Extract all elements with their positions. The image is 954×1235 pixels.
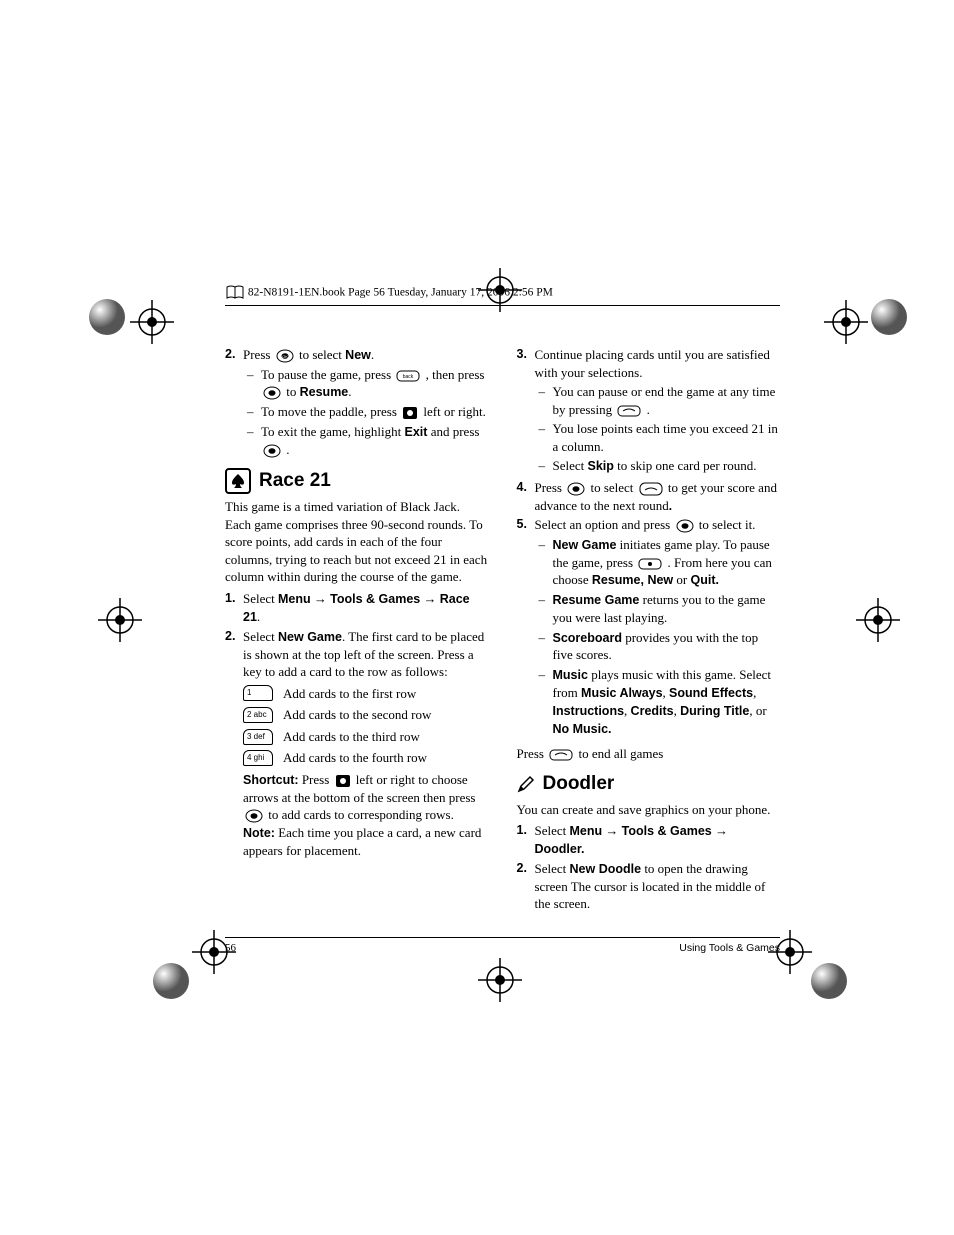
svg-text:back: back bbox=[403, 374, 414, 380]
key-4-icon: 4 ghi bbox=[243, 750, 273, 766]
back-key-icon: back bbox=[396, 370, 420, 382]
left-column: 2. Press OK to select New. – To pause th… bbox=[225, 346, 489, 915]
crop-mark-bot-mid bbox=[478, 958, 522, 1002]
doodler-intro: You can create and save graphics on your… bbox=[517, 801, 781, 819]
send-key-icon bbox=[639, 482, 663, 496]
soft-key-icon bbox=[638, 558, 662, 570]
page-number: 56 bbox=[225, 942, 236, 954]
step-number: 4. bbox=[517, 479, 535, 514]
section-label: Using Tools & Games bbox=[679, 942, 780, 954]
ok-nav-icon bbox=[263, 444, 281, 458]
spade-icon bbox=[225, 468, 251, 494]
race-description: This game is a timed variation of Black … bbox=[225, 498, 489, 586]
note-text: Note: Each time you place a card, a new … bbox=[243, 824, 489, 859]
step-number: 3. bbox=[517, 346, 535, 477]
sphere-top-left bbox=[88, 298, 126, 336]
page-footer: 56 Using Tools & Games bbox=[225, 937, 780, 954]
sphere-bot-right bbox=[810, 962, 848, 1000]
crop-mark-top-left bbox=[130, 300, 174, 344]
book-icon bbox=[225, 285, 245, 301]
header-text: 82-N8191-1EN.book Page 56 Tuesday, Janua… bbox=[248, 287, 553, 299]
key-1-icon: 1 bbox=[243, 685, 273, 701]
right-column: 3. Continue placing cards until you are … bbox=[517, 346, 781, 915]
page-content: 82-N8191-1EN.book Page 56 Tuesday, Janua… bbox=[225, 285, 780, 954]
pencil-icon bbox=[517, 775, 535, 793]
svg-text:OK: OK bbox=[282, 354, 288, 359]
ok-nav-icon: OK bbox=[276, 349, 294, 363]
step-number: 1. bbox=[517, 822, 535, 858]
crop-mark-mid-left bbox=[98, 598, 142, 642]
end-key-icon bbox=[617, 405, 641, 417]
step-number: 2. bbox=[225, 346, 243, 460]
press-end-text: Press to end all games bbox=[517, 745, 781, 763]
ok-nav-icon bbox=[567, 482, 585, 496]
end-key-icon bbox=[549, 749, 573, 761]
key-2-icon: 2 abc bbox=[243, 707, 273, 723]
crop-mark-top-right bbox=[824, 300, 868, 344]
running-header: 82-N8191-1EN.book Page 56 Tuesday, Janua… bbox=[225, 285, 780, 301]
sphere-bot-left bbox=[152, 962, 190, 1000]
ok-nav-icon bbox=[676, 519, 694, 533]
ok-nav-icon bbox=[245, 809, 263, 823]
step-number: 2. bbox=[517, 860, 535, 913]
doodler-heading: Doodler bbox=[517, 771, 781, 797]
nav-key-icon bbox=[402, 406, 418, 420]
nav-key-icon bbox=[335, 774, 351, 788]
ok-nav-icon bbox=[263, 386, 281, 400]
race21-heading: Race 21 bbox=[225, 468, 489, 494]
shortcut-note: Shortcut: Press left or right to choose … bbox=[243, 771, 489, 824]
step-number: 1. bbox=[225, 590, 243, 626]
crop-mark-mid-right bbox=[856, 598, 900, 642]
key-3-icon: 3 def bbox=[243, 729, 273, 745]
sphere-top-right bbox=[870, 298, 908, 336]
step-number: 2. bbox=[225, 628, 243, 681]
step-number: 5. bbox=[517, 516, 535, 739]
